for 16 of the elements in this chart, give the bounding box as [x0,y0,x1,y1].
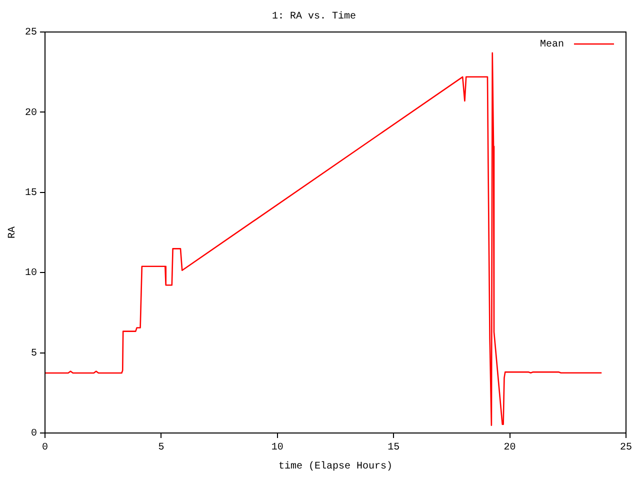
y-tick-label: 0 [30,428,37,440]
chart-title: 1: RA vs. Time [272,10,356,23]
x-tick-label: 20 [504,442,516,454]
y-tick-label: 20 [24,108,37,119]
y-tick-label: 25 [24,28,37,39]
y-axis-title: RA [8,226,19,239]
x-tick-label: 25 [620,442,632,454]
y-tick-label: 5 [30,348,37,360]
x-tick-label: 15 [388,442,400,454]
x-tick-label: 0 [42,442,48,454]
x-axis-title: time (Elapse Hours) [278,460,393,473]
y-tick-label: 15 [24,188,37,200]
legend-label: Mean [540,40,564,51]
y-tick-label: 10 [24,268,37,280]
x-tick-label: 10 [271,442,284,454]
x-tick-label: 5 [158,442,164,454]
